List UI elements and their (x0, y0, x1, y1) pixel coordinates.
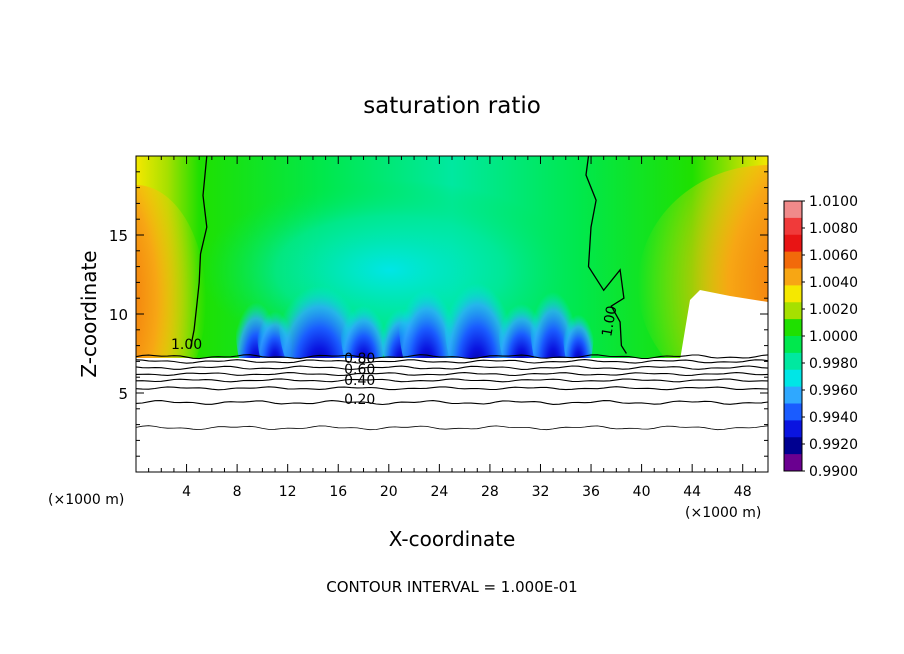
contour-label: 0.20 (344, 392, 375, 408)
contour-line (136, 400, 768, 406)
x-origin-unit-label: (×1000 m) (48, 492, 124, 508)
y-axis-title: Z-coordinate (77, 250, 101, 377)
contour-line-1-00 (585, 156, 627, 354)
x-axis-ticks: 4 8 12 16 20 24 28 32 36 40 44 48 (148, 156, 756, 500)
colorbar-swatch (784, 336, 802, 354)
colorbar-swatch (784, 420, 802, 438)
contour-label: 0.80 (344, 351, 375, 367)
colorbar-swatch (784, 369, 802, 388)
contour-lines (136, 156, 768, 431)
colorbar-swatch (784, 268, 802, 286)
colorbar-label: 1.0020 (809, 302, 858, 318)
x-tick-label: 24 (430, 484, 448, 500)
y-tick-label: 10 (109, 306, 128, 324)
x-tick-label: 40 (633, 484, 651, 500)
colorbar-swatch (784, 234, 802, 253)
colorbar-label: 1.0080 (809, 221, 858, 237)
contour-line-1-00 (189, 156, 208, 349)
x-axis-unit-label: (×1000 m) (685, 505, 761, 521)
contour-labels: 1.00 1.00 0.800.600.40 0.20 (171, 304, 620, 408)
x-tick-label: 20 (380, 484, 398, 500)
colorbar-label: 0.9900 (809, 464, 858, 480)
colorbar-swatch (784, 352, 802, 371)
colorbar-label: 0.9920 (809, 437, 858, 453)
x-tick-label: 32 (532, 484, 550, 500)
contour-label: 0.60 (344, 362, 375, 378)
colorbar-label: 0.9980 (809, 356, 858, 372)
colorbar-label: 1.0040 (809, 275, 858, 291)
x-tick-label: 48 (734, 484, 752, 500)
y-tick-label: 15 (109, 227, 128, 245)
contour-line (136, 359, 768, 364)
contour-line (136, 354, 768, 360)
chart-title: saturation ratio (363, 93, 541, 119)
x-tick-label: 16 (329, 484, 347, 500)
colorbar-label: 1.0000 (809, 329, 858, 345)
x-tick-label: 44 (683, 484, 701, 500)
colorbar-swatch (784, 437, 802, 455)
colorbar-swatch (784, 251, 802, 269)
x-tick-label: 8 (233, 484, 242, 500)
contour-line (136, 386, 768, 391)
colorbar: 1.0100 1.0080 1.0060 1.0040 1.0020 1.0000 0.99… (783, 194, 858, 480)
colorbar-swatch (784, 454, 802, 472)
y-tick-label: 5 (118, 385, 128, 403)
contour-line (136, 378, 768, 383)
colorbar-label: 0.9960 (809, 383, 858, 399)
colorbar-swatch (784, 217, 802, 236)
contour-label: 0.40 (344, 373, 375, 389)
contour-line (136, 365, 768, 371)
x-tick-label: 28 (481, 484, 499, 500)
colorbar-label: 1.0100 (809, 194, 858, 210)
plot-field (136, 156, 768, 472)
colorbar-swatch (784, 386, 802, 404)
x-axis-title: X-coordinate (389, 527, 516, 551)
plume (530, 260, 576, 387)
colorbar-swatch (784, 302, 802, 320)
y-axis-ticks: 5 10 15 (109, 171, 768, 457)
colorbar-label: 0.9940 (809, 410, 858, 426)
colorbar-swatch (784, 285, 802, 303)
x-tick-label: 4 (182, 484, 191, 500)
x-tick-label: 36 (582, 484, 600, 500)
subsaturated-plumes (235, 246, 594, 392)
colorbar-swatch (784, 201, 802, 219)
contour-interval-note: CONTOUR INTERVAL = 1.000E-01 (326, 578, 577, 596)
colorbar-swatch (784, 403, 802, 421)
colorbar-swatch (784, 319, 802, 337)
contour-label: 1.00 (599, 304, 620, 337)
x-tick-label: 12 (279, 484, 297, 500)
lower-region (136, 358, 768, 472)
colorbar-label: 1.0060 (809, 248, 858, 264)
masked-region-right (680, 290, 768, 360)
contour-label: 1.00 (171, 337, 202, 353)
contour-line (136, 372, 768, 377)
contour-line (136, 425, 768, 431)
